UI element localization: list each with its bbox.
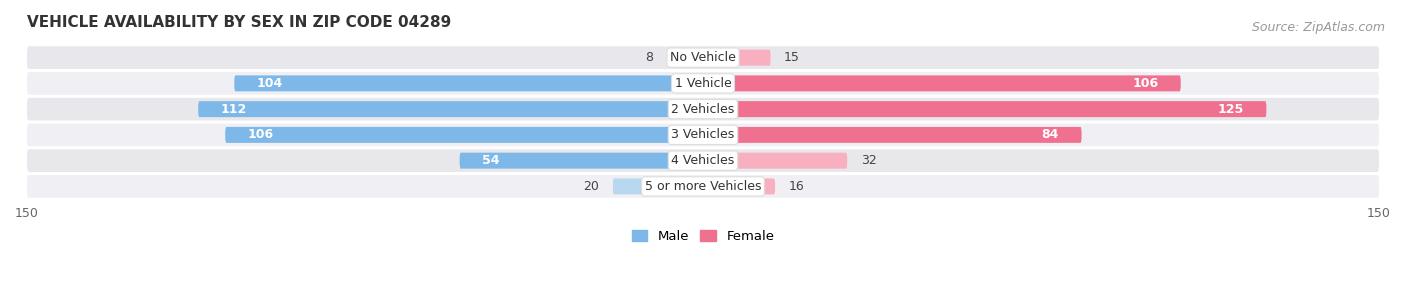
Text: 20: 20 <box>583 180 599 193</box>
FancyBboxPatch shape <box>703 75 1181 92</box>
Text: 2 Vehicles: 2 Vehicles <box>672 103 734 116</box>
Text: 54: 54 <box>482 154 499 167</box>
Text: 32: 32 <box>860 154 876 167</box>
FancyBboxPatch shape <box>27 124 1379 146</box>
FancyBboxPatch shape <box>703 127 1081 143</box>
FancyBboxPatch shape <box>235 75 703 92</box>
FancyBboxPatch shape <box>666 50 703 66</box>
Legend: Male, Female: Male, Female <box>626 225 780 249</box>
Text: VEHICLE AVAILABILITY BY SEX IN ZIP CODE 04289: VEHICLE AVAILABILITY BY SEX IN ZIP CODE … <box>27 15 451 30</box>
Text: 1 Vehicle: 1 Vehicle <box>675 77 731 90</box>
Text: 4 Vehicles: 4 Vehicles <box>672 154 734 167</box>
FancyBboxPatch shape <box>27 46 1379 69</box>
FancyBboxPatch shape <box>225 127 703 143</box>
FancyBboxPatch shape <box>27 72 1379 95</box>
FancyBboxPatch shape <box>27 98 1379 120</box>
Text: 84: 84 <box>1042 128 1059 142</box>
FancyBboxPatch shape <box>703 50 770 66</box>
Text: 15: 15 <box>785 51 800 64</box>
FancyBboxPatch shape <box>703 178 775 194</box>
Text: 125: 125 <box>1218 103 1244 116</box>
FancyBboxPatch shape <box>27 175 1379 198</box>
Text: 5 or more Vehicles: 5 or more Vehicles <box>645 180 761 193</box>
FancyBboxPatch shape <box>703 101 1267 117</box>
Text: 8: 8 <box>645 51 654 64</box>
FancyBboxPatch shape <box>460 153 703 169</box>
FancyBboxPatch shape <box>703 153 848 169</box>
Text: 16: 16 <box>789 180 804 193</box>
Text: 3 Vehicles: 3 Vehicles <box>672 128 734 142</box>
Text: 112: 112 <box>221 103 247 116</box>
FancyBboxPatch shape <box>613 178 703 194</box>
Text: 106: 106 <box>247 128 274 142</box>
Text: Source: ZipAtlas.com: Source: ZipAtlas.com <box>1251 21 1385 34</box>
FancyBboxPatch shape <box>198 101 703 117</box>
Text: 106: 106 <box>1132 77 1159 90</box>
Text: 104: 104 <box>257 77 283 90</box>
Text: No Vehicle: No Vehicle <box>671 51 735 64</box>
FancyBboxPatch shape <box>27 149 1379 172</box>
